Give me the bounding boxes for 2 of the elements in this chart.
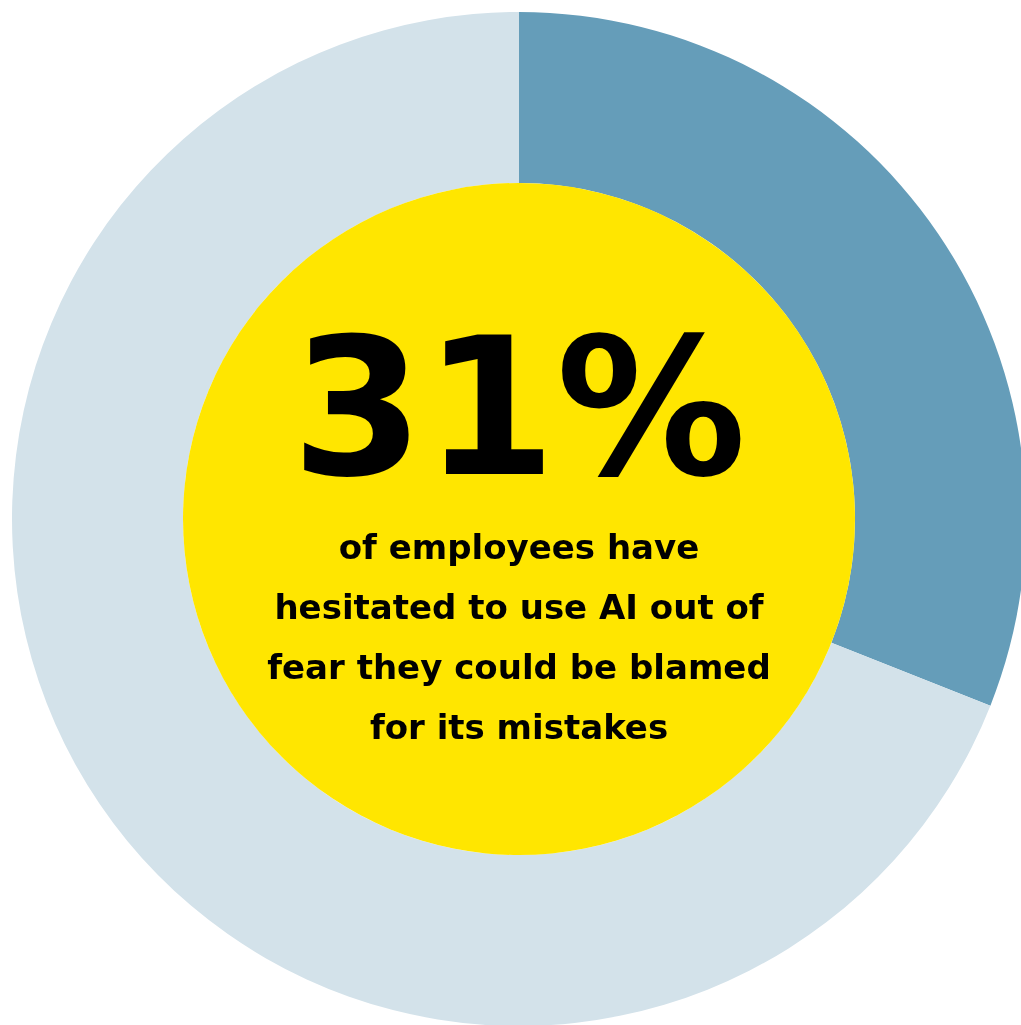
text: of employees have hesitated to use AI out of fear they could be blamed for its mistakes <box>267 527 771 747</box>
text: 31% <box>291 298 747 519</box>
